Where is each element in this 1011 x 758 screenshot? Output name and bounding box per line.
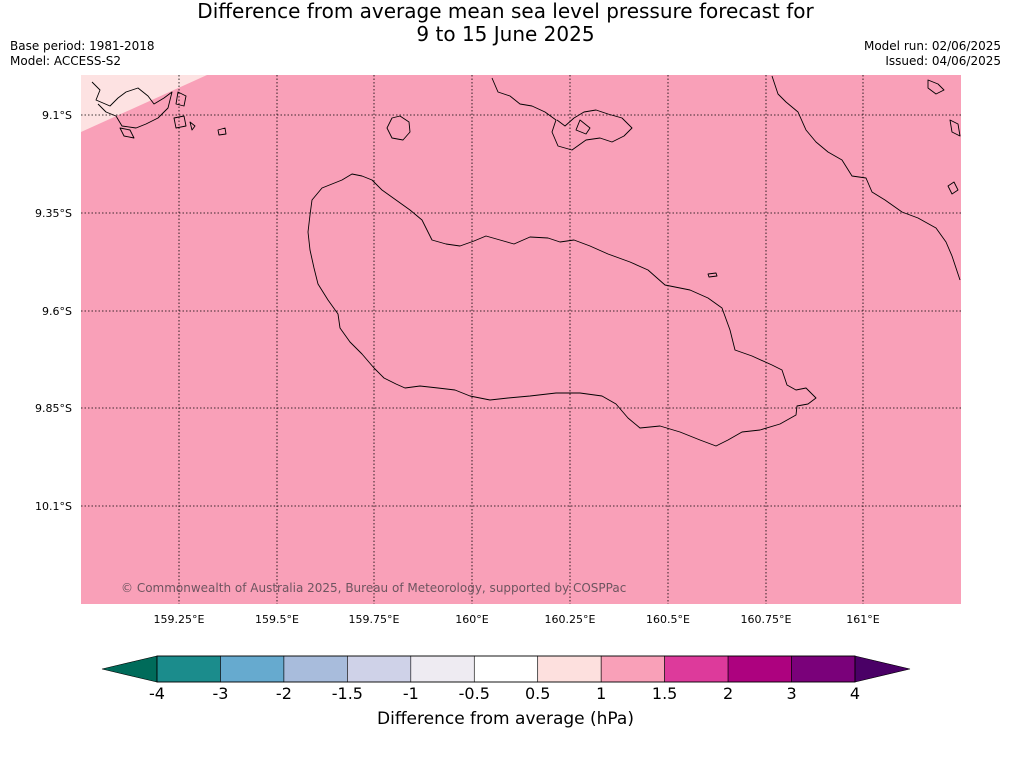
colorbar-tick-label: -1.5	[331, 684, 363, 703]
florida-islands-coast	[491, 77, 633, 151]
colorbar-tick-label: -3	[212, 684, 229, 703]
guadalcanal-coastline	[307, 173, 817, 447]
lat-label: 9.35°S	[35, 207, 72, 220]
lon-label: 160.25°E	[544, 613, 596, 626]
model-run: Model run: 02/06/2025	[863, 39, 1001, 53]
colorbar-segment	[473, 655, 539, 683]
base-period: Base period: 1981-2018	[10, 39, 155, 53]
lon-label: 161°E	[846, 613, 880, 626]
colorbar-segment	[410, 655, 475, 683]
colorbar-tick-label: 1	[596, 684, 607, 703]
colorbar-tick-label: -0.5	[458, 684, 490, 703]
colorbar-tick-label: 2	[722, 684, 734, 703]
title-line-1: Difference from average mean sea level p…	[197, 0, 814, 23]
lon-label: 160°E	[455, 613, 489, 626]
colorbar-outline	[156, 655, 856, 683]
colorbar-segment	[347, 655, 412, 683]
colorbar-segments	[156, 655, 856, 683]
lat-label: 9.1°S	[42, 109, 72, 122]
meta-right: Model run: 02/06/2025 Issued: 04/06/2025	[864, 39, 1001, 69]
malaita-coast	[771, 75, 961, 281]
lat-label: 9.6°S	[42, 305, 72, 318]
colorbar-tick-label: 1.5	[651, 684, 678, 703]
islet	[707, 272, 718, 278]
map-corner-region	[81, 75, 207, 132]
colorbar-under-arrow	[101, 655, 158, 683]
colorbar-tick-label: 0.5	[524, 684, 551, 703]
issued-date: Issued: 04/06/2025	[885, 54, 1001, 68]
lat-label: 9.85°S	[35, 402, 72, 415]
lon-label: 160.5°E	[646, 613, 690, 626]
lon-label: 160.75°E	[740, 613, 792, 626]
colorbar-tick-label: 3	[786, 684, 797, 703]
meta-left: Base period: 1981-2018 Model: ACCESS-S2	[10, 39, 155, 69]
colorbar-tick-label: 4	[849, 684, 861, 703]
colorbar-segment	[283, 655, 348, 683]
gridlines	[81, 75, 961, 604]
small-island	[386, 115, 411, 141]
colorbar-over-arrow	[854, 655, 911, 683]
colorbar-tick-label: -2	[275, 684, 292, 703]
lon-label: 159.5°E	[255, 613, 299, 626]
colorbar-title: Difference from average (hPa)	[377, 709, 634, 729]
copyright-notice: © Commonwealth of Australia 2025, Bureau…	[121, 581, 627, 595]
northeast-islets	[927, 79, 961, 195]
colorbar-segment	[600, 655, 665, 683]
title-line-2: 9 to 15 June 2025	[416, 22, 595, 46]
colorbar-segment	[220, 655, 285, 683]
colorbar-tick-label: -4	[149, 684, 165, 703]
colorbar-segment	[156, 655, 221, 683]
colorbar-tick-label: -1	[402, 684, 419, 703]
colorbar-segment	[791, 655, 856, 683]
coastlines	[91, 75, 961, 447]
colorbar-segment	[537, 655, 602, 683]
lon-label: 159.75°E	[348, 613, 400, 626]
russell-islands-coast	[91, 81, 227, 139]
colorbar-segment	[664, 655, 729, 683]
lon-label: 159.25°E	[153, 613, 205, 626]
map-background	[81, 75, 961, 604]
colorbar-segment	[727, 655, 792, 683]
model-name: Model: ACCESS-S2	[10, 54, 122, 68]
chart-title: Difference from average mean sea level p…	[0, 0, 1011, 46]
lat-label: 10.1°S	[35, 500, 72, 513]
colorbar	[101, 655, 911, 683]
